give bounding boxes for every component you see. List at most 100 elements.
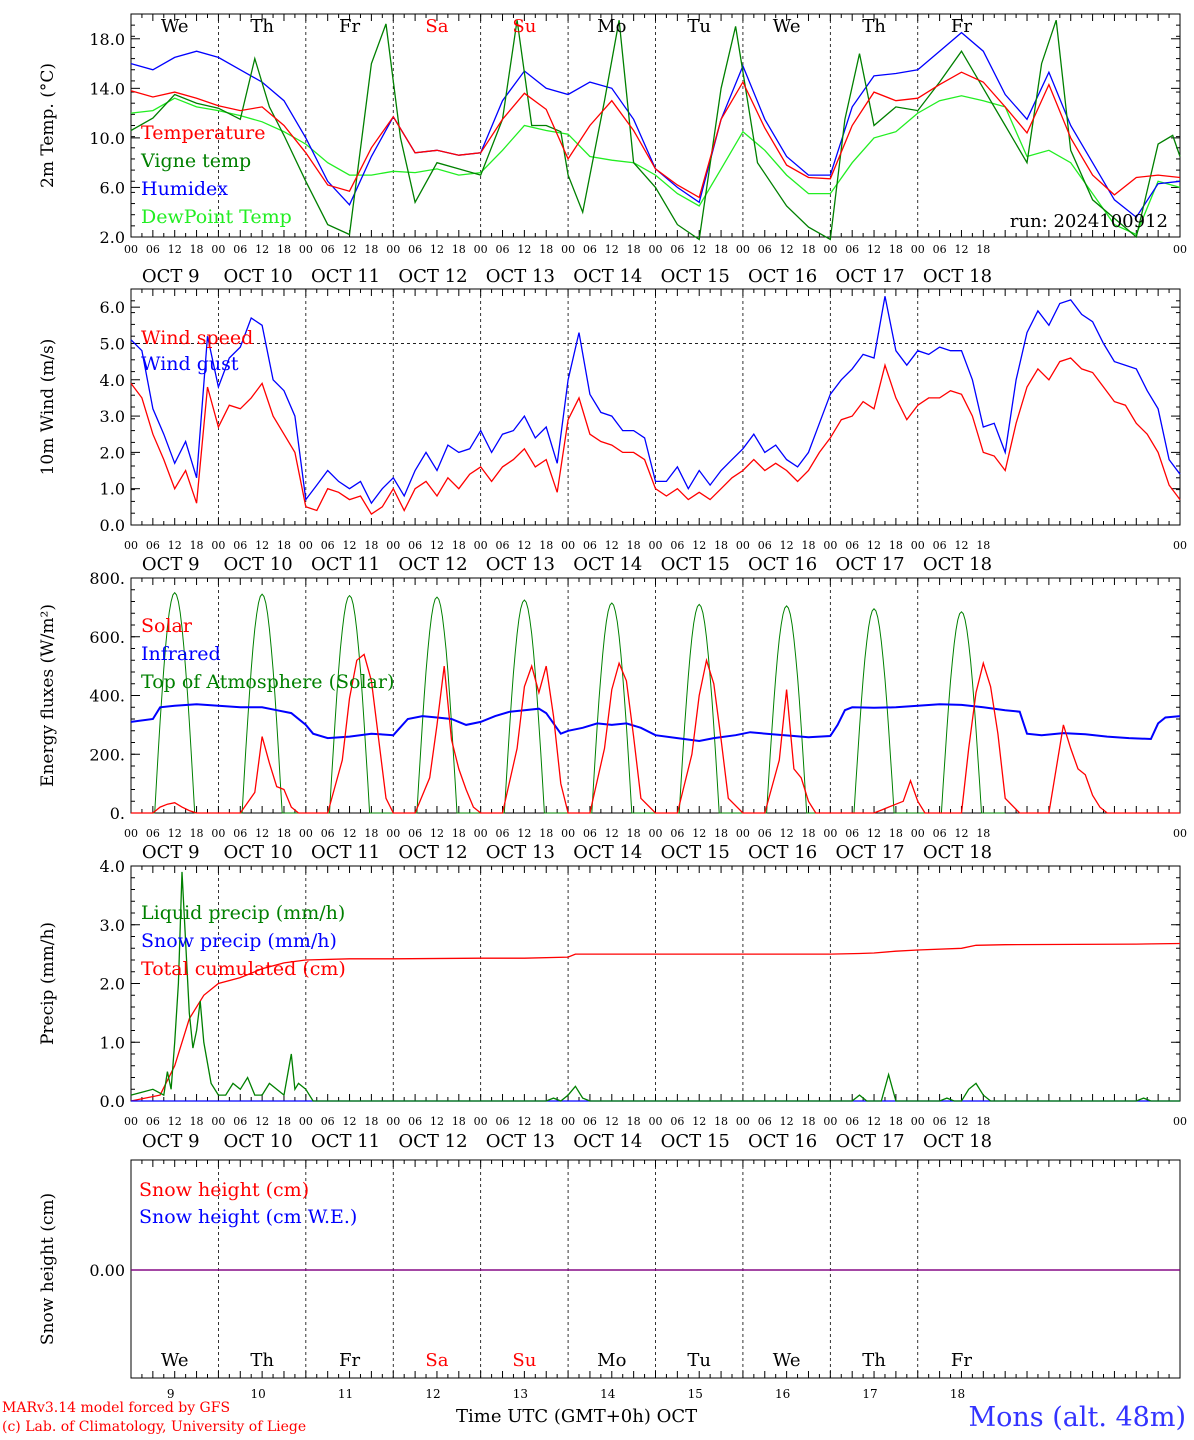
y-axis-label: Snow height (cm) [38,1193,58,1345]
date-label: OCT 15 [661,1131,730,1152]
hour-tick-label: 18 [889,827,903,840]
series-line-liquid-precip-mm-h- [130,871,1180,1102]
run-label: run: 2024100912 [1010,211,1168,232]
hour-tick-label: 06 [670,827,684,840]
hour-tick-label: 18 [190,827,204,840]
x-axis-title-text: Time UTC (GMT+0h) [456,1406,651,1427]
y-tick-label: 2.0 [100,228,125,247]
hour-tick-label: 00 [736,539,750,552]
hour-tick-label: 06 [321,539,335,552]
hour-tick-label: 12 [430,243,444,256]
hour-tick-label: 00 [823,539,837,552]
hour-tick-label: 06 [233,539,247,552]
date-label: OCT 13 [486,1131,555,1152]
hour-tick-label: 06 [670,243,684,256]
hour-tick-label: 06 [845,539,859,552]
y-tick-label: 18.0 [89,30,125,49]
legend-entry: DewPoint Temp [141,206,292,228]
weekday-bottom-6: Tu [687,1350,711,1371]
y-tick-label: 2.0 [100,975,125,994]
y-tick-label: 3.0 [100,407,125,426]
hour-tick-label: 06 [933,827,947,840]
hour-tick-label: 00 [736,1115,750,1128]
y-tick-label: 0.0 [100,1092,125,1111]
weekday-top-9: Fr [951,16,972,37]
day-number: 16 [775,1387,790,1401]
date-label: OCT 16 [748,266,817,287]
hour-tick-label: 00 [1173,243,1187,256]
hour-tick-label: 18 [714,243,728,256]
hour-tick-label: 06 [496,539,510,552]
hour-tick-label: 12 [954,539,968,552]
legend-entry: Snow height (cm) [139,1179,309,1201]
hour-tick-label: 00 [474,539,488,552]
hour-tick-label: 12 [168,1115,182,1128]
y-tick-label: 4.0 [100,857,125,876]
hour-tick-label: 12 [255,243,269,256]
date-label: OCT 10 [224,554,293,575]
legend-entry: Temperature [141,122,265,144]
y-tick-label: 3.0 [100,916,125,935]
legend-entry: Vigne temp [140,150,251,172]
hour-tick-label: 06 [583,827,597,840]
hour-tick-label: 18 [364,1115,378,1128]
hour-tick-label: 12 [954,827,968,840]
weekday-bottom-1: Th [250,1350,274,1371]
legend-entry: Infrared [141,643,221,665]
day-number: 18 [950,1387,965,1401]
y-tick-label: 800. [89,569,125,588]
hour-tick-label: 18 [277,1115,291,1128]
hour-tick-label: 00 [299,243,313,256]
hour-tick-label: 18 [539,243,553,256]
hour-tick-label: 06 [408,827,422,840]
day-number: 13 [513,1387,528,1401]
hour-tick-label: 00 [823,243,837,256]
hour-tick-label: 06 [146,243,160,256]
date-label: OCT 15 [661,554,730,575]
credit-line-2: (c) Lab. of Climatology, University of L… [2,1419,307,1435]
hour-tick-label: 00 [649,1115,663,1128]
hour-tick-label: 00 [124,539,138,552]
hour-tick-label: 06 [758,243,772,256]
series-line-temperature [130,71,1181,199]
hour-tick-label: 18 [452,1115,466,1128]
hour-tick-label: 12 [954,243,968,256]
date-label: OCT 10 [224,266,293,287]
weekday-bottom-3: Sa [425,1350,448,1371]
hour-tick-label: 18 [364,539,378,552]
hour-tick-label: 06 [233,243,247,256]
hour-tick-label: 00 [911,827,925,840]
date-label: OCT 18 [923,266,992,287]
weekday-bottom-9: Fr [951,1350,972,1371]
hour-tick-label: 00 [211,539,225,552]
y-tick-label: 200. [89,745,125,764]
hour-tick-label: 06 [933,539,947,552]
hour-tick-label: 18 [539,1115,553,1128]
weekday-top-7: We [773,16,801,37]
station-label: Mons (alt. 48m) [968,1402,1186,1433]
hour-tick-label: 00 [386,1115,400,1128]
date-label: OCT 18 [923,554,992,575]
weekday-bottom-5: Mo [597,1350,626,1371]
legend-entry: Top of Atmosphere (Solar) [141,671,394,693]
hour-tick-label: 18 [976,1115,990,1128]
hour-tick-label: 12 [867,243,881,256]
hour-tick-label: 18 [277,827,291,840]
hour-tick-label: 00 [124,243,138,256]
hour-tick-label: 18 [627,827,641,840]
y-axis-label: Precip (mm/h) [38,922,58,1045]
toa-solar-curve [305,594,394,814]
hour-tick-label: 00 [474,1115,488,1128]
date-label: OCT 13 [486,842,555,863]
hour-tick-label: 00 [911,1115,925,1128]
hour-tick-label: 12 [692,539,706,552]
date-label: OCT 9 [142,1131,200,1152]
hour-tick-label: 12 [517,827,531,840]
day-number: 12 [425,1387,440,1401]
legend-entry: Total cumulated (cm) [141,958,346,980]
hour-tick-label: 00 [474,243,488,256]
hour-tick-label: 12 [168,243,182,256]
x-axis-month: OCT [656,1406,698,1427]
date-label: OCT 14 [573,1131,642,1152]
hour-tick-label: 00 [386,243,400,256]
